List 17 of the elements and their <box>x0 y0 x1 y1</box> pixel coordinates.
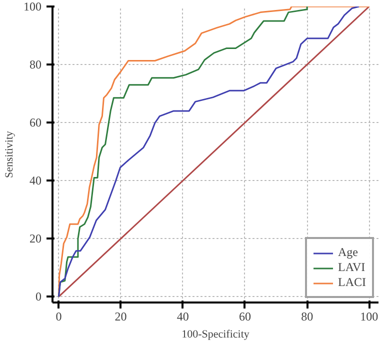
x-tick-label: 0 <box>56 310 62 324</box>
y-tick-label: 80 <box>30 58 42 72</box>
y-tick-label: 0 <box>36 290 42 304</box>
x-tick-label: 40 <box>176 310 189 324</box>
legend-label: Age <box>338 245 358 260</box>
x-tick-label: 60 <box>238 310 251 324</box>
x-axis-title: 100-Specificity <box>182 328 250 340</box>
y-tick-label: 100 <box>24 0 42 14</box>
y-tick-label: 60 <box>30 116 42 130</box>
x-tick-label: 100 <box>360 310 378 324</box>
legend-label: LACI <box>338 275 366 290</box>
y-tick-label: 40 <box>30 174 42 188</box>
y-axis-title: Sensitivity <box>4 130 16 178</box>
y-tick-label: 20 <box>30 232 42 246</box>
x-tick-label: 20 <box>114 310 127 324</box>
legend-label: LAVI <box>338 260 366 275</box>
x-tick-label: 80 <box>301 310 314 324</box>
